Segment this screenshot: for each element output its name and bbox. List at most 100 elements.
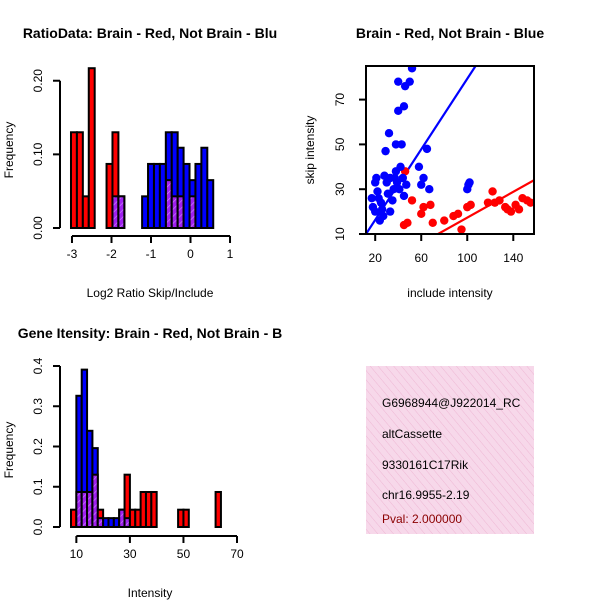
scatter-point-red <box>440 216 449 225</box>
intensity-x-tick-label: 70 <box>230 547 244 561</box>
scatter-x-tick-label: 60 <box>415 251 429 265</box>
intensity-x-tick-label: 50 <box>177 547 191 561</box>
ratio-x-tick-label: 0 <box>187 247 194 261</box>
ratio-y-axis-label: Frequency <box>2 122 16 179</box>
scatter-point-blue <box>383 189 393 198</box>
info-pval: Pval: 2.000000 <box>382 512 462 526</box>
scatter-x-tick-label: 140 <box>503 251 523 265</box>
scatter-point-blue <box>399 102 409 111</box>
scatter-point-blue <box>398 173 408 183</box>
scatter-point-red <box>428 218 437 227</box>
scatter-point-red <box>488 187 497 196</box>
ratio-chart-title: RatioData: Brain - Red, Not Brain - Blu <box>23 25 277 41</box>
scatter-point-blue <box>465 178 474 187</box>
ratio-bar <box>182 162 191 230</box>
scatter-point-blue <box>377 205 387 214</box>
ratio-bars <box>69 67 215 230</box>
intensity-x-tick-label: 10 <box>70 547 84 561</box>
scatter-point-red <box>426 200 435 210</box>
scatter-point-blue <box>391 140 401 149</box>
ratio-bar <box>206 179 215 230</box>
scatter-plot: Brain - Red, Not Brain - Blue include in… <box>303 25 544 300</box>
scatter-point-red <box>403 218 412 227</box>
scatter-point-blue <box>396 162 405 171</box>
info-id: G6968944@J922014_RC <box>382 396 521 410</box>
ratio-histogram: RatioData: Brain - Red, Not Brain - Blu … <box>2 25 277 300</box>
info-panel-background <box>366 366 534 534</box>
scatter-inner <box>366 66 534 234</box>
scatter-point-red <box>466 200 475 210</box>
scatter-point-red <box>495 196 504 205</box>
intensity-y-tick-label: 0.1 <box>31 478 45 495</box>
scatter-fit-line-red <box>435 179 534 234</box>
intensity-y-tick-label: 0.2 <box>31 438 45 455</box>
intensity-y-axis-label: Frequency <box>2 422 16 479</box>
ratio-bar <box>75 131 84 229</box>
scatter-y-tick-label: 70 <box>333 93 347 107</box>
ratio-bar <box>158 162 167 230</box>
scatter-point-blue <box>395 185 404 194</box>
intensity-overlap-bar <box>91 473 99 528</box>
scatter-point-blue <box>399 191 409 201</box>
scatter-point-red <box>514 205 524 214</box>
scatter-point-red <box>407 196 417 205</box>
intensity-y-tick-label: 0.4 <box>31 357 45 374</box>
scatter-point-blue <box>422 144 432 154</box>
scatter-point-blue <box>371 207 380 216</box>
scatter-point-blue <box>425 185 434 194</box>
scatter-point-red <box>457 225 466 234</box>
info-gene: 9330161C17Rik <box>382 458 469 472</box>
scatter-x-axis-label: include intensity <box>407 286 492 300</box>
scatter-point-red <box>506 207 516 216</box>
scatter-y-axis-label: skip intensity <box>303 116 317 185</box>
scatter-frame <box>365 65 535 235</box>
scatter-point-blue <box>373 187 382 196</box>
scatter-point-blue <box>384 129 394 138</box>
ratio-x-tick-label: -2 <box>106 247 117 261</box>
ratio-overlap-bar <box>117 195 126 230</box>
scatter-y-tick-label: 10 <box>333 227 347 241</box>
ratio-axes: -3 -2 -1 0 1 0.00 0.10 0.20 <box>31 69 234 261</box>
ratio-x-tick-label: -1 <box>146 247 157 261</box>
scatter-point-blue <box>414 162 424 171</box>
ratio-y-tick-label: 0.00 <box>31 216 45 240</box>
ratio-x-tick-label: 1 <box>227 247 234 261</box>
scatter-point-blue <box>389 185 398 194</box>
intensity-bar <box>182 508 190 529</box>
intensity-bar <box>214 490 222 529</box>
scatter-point-blue <box>381 146 390 156</box>
scatter-point-blue <box>402 180 411 189</box>
scatter-point-blue <box>367 193 376 203</box>
scatter-point-blue <box>394 106 403 116</box>
info-panel: G6968944@J922014_RC altCassette 9330161C… <box>366 366 534 534</box>
scatter-axes: 20 60 100 140 10 30 50 70 <box>333 65 535 265</box>
scatter-point-red <box>483 198 493 207</box>
scatter-point-blue <box>372 173 381 183</box>
scatter-point-blue <box>397 140 406 149</box>
ratio-y-tick-label: 0.20 <box>31 69 45 93</box>
scatter-point-blue <box>379 211 388 221</box>
intensity-histogram: Gene Itensity: Brain - Red, Not Brain - … <box>2 325 282 600</box>
scatter-point-blue <box>392 178 402 187</box>
scatter-x-tick-label: 100 <box>457 251 477 265</box>
intensity-y-tick-label: 0.0 <box>31 518 45 535</box>
scatter-point-blue <box>388 196 397 205</box>
scatter-point-red <box>526 198 534 207</box>
scatter-point-blue <box>405 77 414 86</box>
intensity-chart-title: Gene Itensity: Brain - Red, Not Brain - … <box>18 325 282 341</box>
scatter-y-tick-label: 50 <box>333 137 347 151</box>
scatter-point-blue <box>376 198 386 207</box>
intensity-axes: 10 30 50 70 0.0 0.1 0.2 0.3 0.4 <box>31 357 244 561</box>
scatter-chart-title: Brain - Red, Not Brain - Blue <box>356 25 544 41</box>
scatter-point-red <box>453 209 463 219</box>
info-type: altCassette <box>382 427 442 441</box>
scatter-point-red <box>417 209 426 219</box>
scatter-point-blue <box>407 66 417 73</box>
scatter-point-blue <box>385 207 395 216</box>
scatter-point-blue <box>419 173 428 183</box>
intensity-bar <box>150 490 158 529</box>
scatter-x-tick-label: 20 <box>369 251 383 265</box>
scatter-point-blue <box>417 180 426 189</box>
scatter-marks <box>366 66 534 234</box>
